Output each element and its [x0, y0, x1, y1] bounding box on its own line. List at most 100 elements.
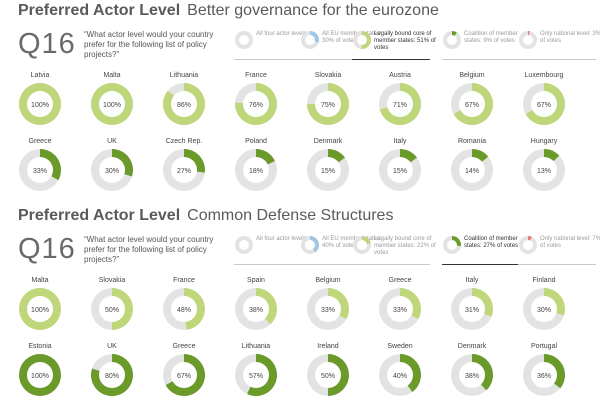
country-gauge: Latvia 100%: [10, 72, 70, 136]
ring-hole: [531, 91, 557, 117]
country-label: Italy: [465, 277, 479, 284]
country-label: Slovakia: [314, 72, 342, 79]
ring-hole: [99, 362, 125, 388]
country-label: Hungary: [530, 138, 558, 145]
legend-gauge-icon: [443, 236, 462, 254]
gauge-donut: 15%: [307, 149, 349, 191]
gauge-donut: 67%: [523, 83, 566, 125]
legend-underline: [234, 264, 312, 265]
section-title: Preferred Actor Level Common Defense Stru…: [18, 207, 393, 225]
section-title: Preferred Actor Level Better governance f…: [18, 2, 439, 20]
country-gauge: UK 30%: [82, 138, 142, 202]
ring-hole: [459, 362, 485, 388]
gauge-donut: 71%: [379, 83, 422, 125]
legend-underline: [300, 59, 378, 60]
country-label: Greece: [388, 277, 412, 284]
ring-hole: [99, 91, 125, 117]
country-label: Lithuania: [169, 72, 199, 79]
country-label: Belgium: [315, 277, 341, 284]
gauge-value-label: 48%: [177, 307, 191, 314]
country-label: France: [245, 72, 267, 79]
country-gauge: Luxembourg 67%: [514, 72, 574, 136]
legend-item: Legally bound core of member states: 22%…: [352, 235, 436, 265]
legend-underline: [442, 59, 520, 60]
country-gauge: Greece 33%: [370, 277, 430, 341]
section-defense: Preferred Actor Level Common Defense Stru…: [0, 205, 600, 410]
gauge-donut: 57%: [235, 354, 278, 396]
question-text: “What actor level would your country pre…: [84, 235, 214, 264]
title-bold: Preferred Actor Level: [18, 2, 181, 19]
country-gauge: France 48%: [154, 277, 214, 341]
country-label: Spain: [247, 277, 265, 284]
gauge-donut: 30%: [91, 149, 133, 191]
ring-hole: [305, 240, 315, 250]
legend-label: Only national level: 7% of votes: [540, 236, 600, 249]
legend-item: All EU member states: 30% of votes: [300, 30, 382, 60]
ring-hole: [239, 240, 249, 250]
legend-gauge-icon: [443, 31, 461, 49]
country-label: Ireland: [317, 343, 339, 350]
ring-hole: [171, 362, 197, 388]
gauge-donut: 13%: [523, 149, 565, 191]
country-gauge: France 76%: [226, 72, 286, 136]
gauge-value-label: 14%: [465, 168, 479, 175]
country-label: UK: [107, 343, 117, 350]
gauge-donut: 48%: [163, 288, 205, 330]
gauge-value-label: 50%: [105, 307, 119, 314]
gauge-value-label: 67%: [537, 102, 551, 109]
gauge-value-label: 13%: [537, 168, 551, 175]
gauge-donut: 27%: [163, 149, 205, 191]
gauge-value-label: 27%: [177, 168, 191, 175]
legend-label: Coalition of member states: 9% of votes: [464, 31, 518, 44]
gauge-donut: 100%: [19, 83, 61, 125]
ring-hole: [243, 296, 269, 322]
section-eurozone: Preferred Actor Level Better governance f…: [10, 2, 600, 202]
legend-underline: [518, 59, 596, 60]
country-label: Denmark: [313, 138, 343, 145]
gauge-donut: 100%: [19, 288, 61, 330]
ring-hole: [305, 35, 315, 45]
legend-underline: [300, 264, 378, 265]
country-label: Poland: [245, 138, 267, 145]
ring-hole: [357, 35, 367, 45]
gauge-value-label: 33%: [321, 307, 335, 314]
ring-hole: [447, 35, 457, 45]
country-label: Malta: [31, 277, 49, 284]
gauge-value-label: 15%: [393, 168, 407, 175]
country-gauge: Lithuania 57%: [226, 343, 286, 407]
country-label: Romania: [457, 138, 486, 145]
gauge-value-label: 30%: [537, 307, 551, 314]
ring-hole: [523, 35, 533, 45]
gauge-donut: 75%: [307, 83, 349, 125]
ring-hole: [171, 91, 197, 117]
legend-item: Only national level: 7% of votes: [518, 235, 600, 265]
gauge-value-label: 100%: [103, 102, 121, 109]
country-label: Slovakia: [98, 277, 126, 284]
country-gauge: Slovakia 75%: [298, 72, 358, 136]
country-gauge: Hungary 13%: [514, 138, 574, 202]
gauge-value-label: 33%: [33, 168, 47, 175]
ring-hole: [459, 296, 485, 322]
question-text: “What actor level would your country pre…: [84, 30, 214, 59]
country-label: France: [173, 277, 195, 284]
gauge-donut: 36%: [523, 354, 566, 396]
country-gauge: Czech Rep. 27%: [154, 138, 214, 202]
gauge-value-label: 18%: [249, 168, 263, 175]
legend-gauge-icon: [301, 236, 319, 254]
gauge-value-label: 80%: [105, 373, 119, 380]
question-number: Q16: [18, 233, 76, 265]
gauge-donut: 33%: [307, 288, 349, 330]
legend-gauge-icon: [235, 236, 253, 254]
legend-item: Legally bound core of member states: 51%…: [352, 30, 436, 60]
gauge-donut: 67%: [451, 83, 494, 125]
country-gauge: Denmark 15%: [298, 138, 358, 202]
ring-hole: [315, 362, 341, 388]
country-label: Sweden: [387, 343, 413, 350]
country-gauge: Denmark 38%: [442, 343, 502, 407]
gauge-donut: 80%: [91, 354, 134, 396]
country-gauge: Belgium 33%: [298, 277, 358, 341]
gauge-value-label: 71%: [393, 102, 407, 109]
legend-gauge-icon: [519, 31, 537, 49]
ring-hole: [239, 35, 249, 45]
country-gauge: Finland 30%: [514, 277, 574, 341]
